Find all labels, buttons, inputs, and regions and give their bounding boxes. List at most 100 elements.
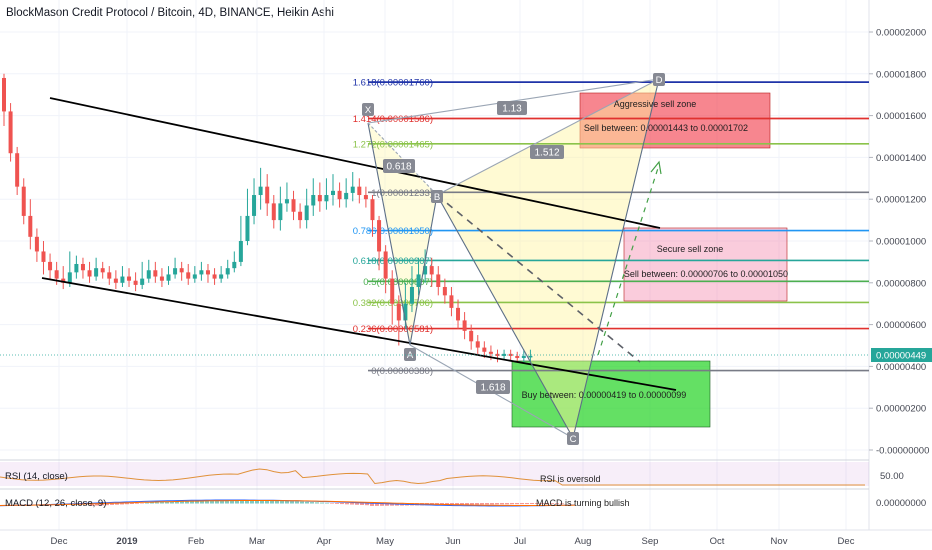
time-axis[interactable]: Dec 2019 Feb Mar Apr May Jun Jul Aug Sep Oct Nov Dec	[51, 536, 855, 547]
macd-bar	[360, 503, 364, 506]
macd-bar	[485, 503, 489, 505]
macd-bar	[230, 500, 234, 504]
candle-body	[258, 186, 263, 196]
time-tick-label: Apr	[317, 536, 332, 547]
macd-bar	[490, 503, 494, 505]
candle-body	[61, 278, 66, 283]
time-tick-label: Jul	[514, 536, 526, 547]
candle-body	[271, 203, 276, 221]
buy-zone-text: Buy between: 0.00000419 to 0.00000099	[522, 390, 687, 400]
candle-body	[219, 274, 224, 279]
candle-body	[370, 199, 375, 221]
macd-bar	[500, 503, 504, 505]
ratio-label-2: 0.618	[386, 162, 411, 173]
candle-body	[48, 261, 53, 271]
macd-bar	[225, 500, 229, 504]
candle-body	[344, 192, 349, 200]
point-c-label: C	[570, 434, 577, 445]
candle-body	[153, 270, 158, 277]
candle-body	[436, 274, 441, 287]
macd-bar	[255, 500, 259, 504]
fib-level-label: 0.618(0.00000907)	[353, 256, 433, 267]
buy-zone	[511, 360, 711, 428]
candle-body	[225, 268, 230, 275]
macd-bar	[455, 503, 459, 505]
price-tick-label: 0.00000800	[876, 278, 926, 289]
candle-body	[8, 111, 13, 154]
macd-bar	[530, 503, 534, 505]
candle-body	[245, 215, 250, 241]
ratio-labels: 1.13 0.618 1.512 1.618	[383, 101, 564, 394]
candle-body	[252, 195, 257, 216]
macd-bar	[520, 503, 524, 505]
candle-body	[469, 330, 474, 342]
projection-dashed-green	[597, 164, 660, 356]
fib-level-label: 0.236(0.00000581)	[353, 324, 433, 335]
macd-bar	[155, 502, 159, 504]
macd-bar	[540, 503, 544, 504]
time-tick-label: Aug	[575, 536, 592, 547]
candle-body	[146, 270, 151, 279]
candle-body	[403, 303, 408, 321]
macd-bar	[330, 503, 334, 504]
macd-bar	[220, 500, 224, 504]
macd-bar	[135, 503, 139, 504]
candle-body	[80, 263, 85, 271]
candle-body	[107, 272, 112, 279]
aggressive-zone-text: Sell between: 0.00001443 to 0.00001702	[584, 123, 748, 133]
macd-bar	[480, 503, 484, 505]
candle-body	[304, 205, 309, 221]
candle-body	[337, 190, 342, 200]
price-axis[interactable]: 0.00002000 0.00001800 0.00001600 0.00001400…	[869, 28, 929, 457]
macd-bar	[200, 500, 204, 504]
macd-bar	[145, 502, 149, 504]
macd-bar	[515, 503, 519, 505]
price-tick-label: -0.00000000	[876, 446, 929, 457]
time-tick-label: Feb	[188, 536, 204, 547]
macd-bar	[475, 503, 479, 505]
secure-sell-zone	[623, 227, 788, 302]
macd-bar	[460, 503, 464, 505]
price-tick-label: 0.00001200	[876, 195, 926, 206]
candle-body	[159, 276, 164, 281]
candle-body	[284, 199, 289, 204]
candle-body	[456, 307, 461, 321]
projection-arrowhead	[650, 160, 662, 175]
macd-bar	[560, 503, 564, 504]
macd-bar	[315, 502, 319, 504]
candle-body	[278, 203, 283, 221]
fib-level-label: 1.272(0.00001465)	[353, 139, 433, 150]
candle-body	[41, 251, 46, 262]
macd-bar	[550, 503, 554, 504]
macd-bar	[90, 503, 94, 506]
candle-body	[100, 268, 105, 273]
current-price-tag	[871, 348, 932, 362]
ratio-label-1: 1.13	[502, 104, 522, 115]
price-tick-label: 0.00000600	[876, 320, 926, 331]
macd-bar	[235, 500, 239, 504]
time-tick-label: Jun	[445, 536, 460, 547]
fib-level-label: 0.786(0.00001050)	[353, 226, 433, 237]
candle-body	[528, 355, 533, 358]
macd-bar	[150, 502, 154, 504]
candle-body	[396, 303, 401, 321]
fib-level-label: 1(0.00001233)	[371, 188, 433, 199]
candle-body	[488, 351, 493, 354]
macd-bar	[355, 503, 359, 505]
candle-body	[87, 270, 92, 277]
time-tick-label: May	[376, 536, 394, 547]
candle-body	[363, 195, 368, 200]
point-a-label: A	[407, 350, 414, 361]
candle-body	[166, 274, 171, 281]
macd-bar	[250, 500, 254, 504]
ratio-label-3: 1.512	[534, 148, 559, 159]
candle-body	[311, 195, 316, 206]
candle-body	[423, 266, 428, 275]
macd-bar	[295, 501, 299, 504]
candle-body	[133, 280, 138, 285]
macd-bar	[140, 503, 144, 504]
macd-bar	[195, 500, 199, 504]
channel-lower-line	[41, 277, 677, 391]
candle-body	[495, 353, 500, 356]
